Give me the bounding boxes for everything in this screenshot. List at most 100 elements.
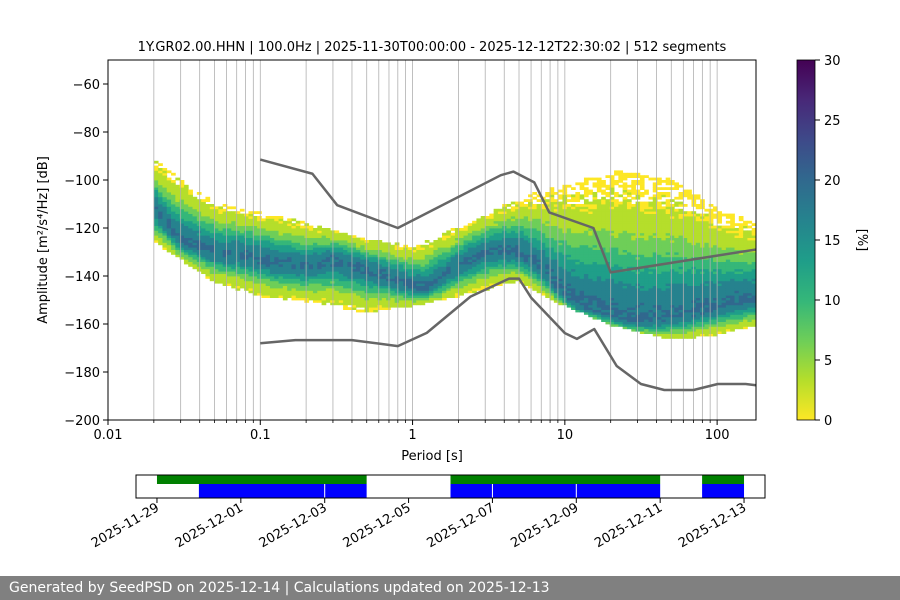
psd-cell	[631, 288, 636, 291]
psd-cell	[347, 283, 353, 286]
psd-cell	[261, 290, 267, 294]
psd-cell	[454, 247, 460, 250]
psd-cell	[708, 300, 714, 303]
psd-cell	[450, 240, 456, 243]
psd-cell	[639, 177, 645, 181]
psd-cell	[205, 204, 211, 207]
psd-cell	[446, 292, 452, 296]
psd-cell	[648, 312, 654, 315]
psd-cell	[540, 271, 546, 274]
psd-cell	[153, 201, 159, 205]
psd-cell	[373, 268, 378, 272]
psd-cell	[368, 276, 374, 279]
psd-cell	[571, 204, 576, 207]
psd-cell	[540, 218, 546, 222]
psd-cell	[450, 264, 456, 267]
psd-cell	[269, 266, 275, 270]
psd-cell	[209, 223, 215, 226]
psd-cell	[583, 261, 589, 265]
psd-cell	[618, 290, 624, 294]
psd-cell	[609, 247, 615, 250]
psd-cell	[454, 232, 460, 236]
psd-cell	[661, 230, 667, 234]
psd-cell	[575, 242, 581, 246]
psd-cell	[407, 256, 413, 260]
psd-cell	[360, 244, 365, 248]
psd-cell	[183, 223, 189, 226]
psd-cell	[631, 295, 636, 298]
psd-cell	[476, 280, 482, 284]
psd-cell	[708, 261, 714, 265]
psd-cell	[618, 211, 624, 214]
psd-cell	[648, 297, 654, 301]
psd-cell	[674, 273, 679, 277]
psd-cell	[648, 201, 654, 205]
psd-cell	[407, 278, 413, 282]
psd-cell	[601, 266, 606, 270]
psd-cell	[274, 244, 279, 248]
psd-cell	[201, 201, 206, 205]
psd-cell	[575, 206, 581, 210]
psd-cell	[235, 225, 241, 229]
psd-cell	[209, 242, 215, 246]
psd-cell	[536, 290, 542, 294]
psd-cell	[274, 223, 279, 226]
psd-cell	[631, 273, 636, 277]
psd-cell	[304, 288, 310, 291]
psd-cell	[463, 247, 469, 250]
psd-cell	[519, 211, 525, 214]
psd-cell	[407, 288, 413, 291]
psd-cell	[442, 288, 447, 291]
psd-cell	[325, 264, 331, 267]
psd-cell	[661, 273, 667, 277]
psd-cell	[239, 237, 245, 241]
psd-cell	[506, 235, 512, 238]
psd-cell	[592, 208, 598, 212]
psd-cell	[158, 230, 163, 234]
psd-cell	[609, 292, 615, 296]
psd-cell	[669, 249, 675, 253]
psd-cell	[437, 247, 443, 250]
psd-cell	[592, 194, 598, 198]
psd-cell	[196, 211, 202, 214]
psd-cell	[614, 225, 619, 229]
psd-cell	[368, 264, 374, 267]
psd-cell	[261, 240, 267, 243]
psd-cell	[605, 216, 611, 219]
psd-cell	[304, 300, 310, 303]
psd-cell	[510, 249, 516, 253]
psd-cell	[592, 204, 598, 207]
psd-cell	[674, 280, 679, 284]
psd-cell	[652, 297, 658, 301]
psd-cell	[338, 288, 344, 291]
psd-cell	[269, 264, 275, 267]
psd-cell	[609, 182, 615, 186]
psd-cell	[644, 235, 649, 238]
psd-cell	[226, 244, 232, 248]
psd-cell	[248, 283, 254, 286]
psd-cell	[639, 232, 645, 236]
psd-cell	[304, 273, 310, 277]
psd-cell	[618, 297, 624, 301]
psd-cell	[489, 278, 495, 282]
psd-cell	[162, 201, 168, 205]
psd-cell	[252, 276, 258, 279]
psd-cell	[158, 218, 163, 222]
psd-cell	[545, 288, 550, 291]
psd-cell	[609, 290, 615, 294]
psd-cell	[489, 256, 495, 260]
psd-cell	[704, 297, 710, 301]
psd-cell	[682, 276, 688, 279]
psd-cell	[601, 302, 606, 306]
psd-cell	[674, 184, 679, 188]
psd-cell	[192, 213, 198, 217]
psd-cell	[687, 324, 692, 327]
psd-cell	[433, 290, 439, 294]
psd-cell	[652, 285, 658, 289]
psd-cell	[614, 170, 619, 174]
psd-cell	[442, 271, 447, 274]
psd-cell	[235, 240, 241, 243]
psd-cell	[265, 230, 271, 234]
psd-cell	[248, 276, 254, 279]
psd-cell	[626, 228, 632, 231]
